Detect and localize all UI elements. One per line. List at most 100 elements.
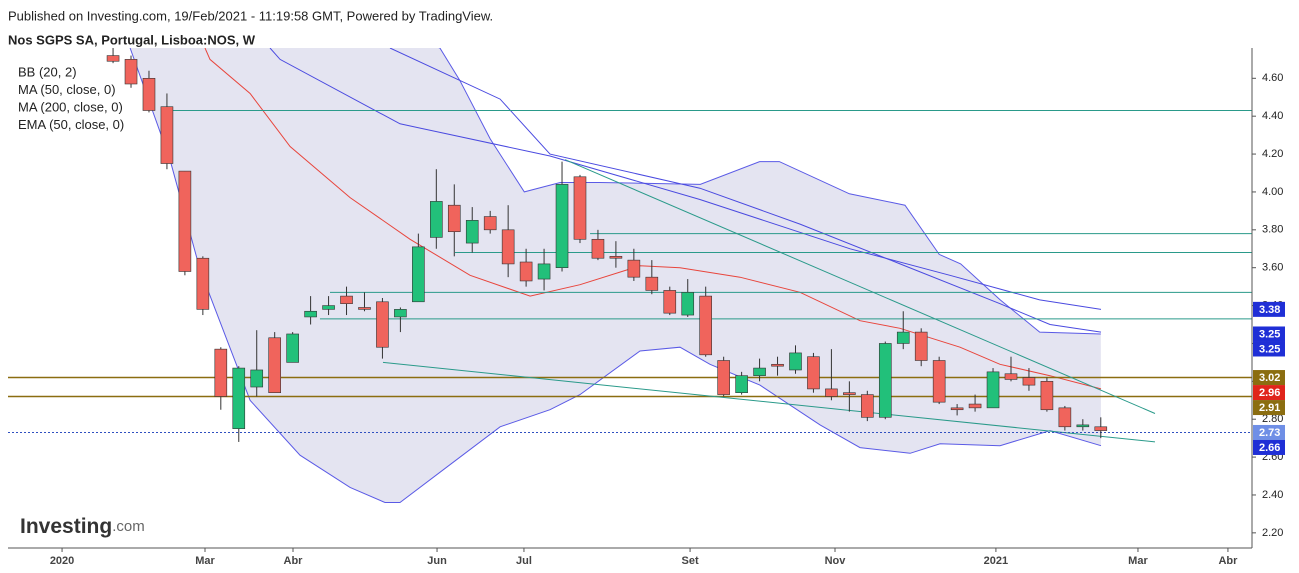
price-label: 3.02 [1259, 372, 1280, 384]
candle-body [681, 292, 695, 316]
bb-upper [438, 48, 1101, 335]
y-tick-label: 2.80 [1262, 413, 1283, 425]
candle-body [663, 290, 677, 314]
trendline [564, 159, 1156, 414]
price-label-box [1253, 400, 1285, 416]
candle-body [106, 55, 120, 62]
x-tick-label: Jul [516, 555, 532, 567]
candle-body [914, 331, 928, 361]
candle-body [214, 348, 228, 397]
candle-body [591, 238, 605, 259]
candle-body [501, 229, 515, 265]
price-label: 2.66 [1259, 442, 1280, 454]
candle-body [753, 367, 766, 376]
candle-body [1004, 373, 1018, 380]
candle-body [968, 403, 982, 409]
candle-body [519, 261, 533, 282]
legend-entry: MA (200, close, 0) [18, 99, 123, 114]
trendline [382, 361, 1156, 443]
price-label-box [1253, 439, 1285, 455]
bb-fill [130, 48, 1101, 503]
y-tick-label: 2.40 [1262, 489, 1283, 501]
candle-body [645, 276, 659, 291]
price-label: 3.38 [1259, 304, 1280, 316]
candle-body [717, 360, 730, 395]
y-tick-label: 3.80 [1262, 224, 1283, 236]
x-tick-label: Abr [284, 555, 304, 567]
price-label-box [1253, 301, 1285, 317]
legend-entry: MA (50, close, 0) [18, 82, 116, 97]
candle-body [394, 309, 407, 318]
candle-body [412, 246, 425, 303]
indicator-line [269, 48, 1102, 310]
price-label-box [1253, 385, 1285, 401]
candle-body [537, 263, 551, 280]
candle-body [950, 407, 964, 411]
candle-body [843, 392, 856, 395]
candle-body [1058, 407, 1072, 428]
candle-body [573, 176, 587, 240]
logo-brand: Investing [20, 515, 112, 538]
y-tick-label: 3.60 [1262, 262, 1283, 274]
candle-body [986, 371, 1000, 409]
candle-body [196, 257, 210, 310]
logo: Investing.com [20, 515, 145, 538]
candle-body [609, 256, 623, 259]
legend-entry: EMA (50, close, 0) [18, 117, 124, 132]
candle-body [1094, 426, 1108, 431]
candle-body [160, 106, 174, 164]
candle-body [555, 184, 569, 268]
price-label: 2.91 [1259, 402, 1280, 414]
candle-body [304, 310, 317, 318]
candle-body [178, 170, 192, 272]
y-tick-label: 4.00 [1262, 186, 1283, 198]
candle-body [627, 259, 641, 278]
candle-body [286, 333, 299, 363]
indicator-line [389, 48, 1102, 333]
candle-body [789, 352, 802, 371]
price-label-box [1253, 341, 1285, 357]
candle-body [483, 216, 497, 231]
candle-body [447, 204, 461, 233]
published-note: Published on Investing.com, 19/Feb/2021 … [8, 8, 493, 23]
candle-body [878, 343, 892, 418]
x-tick-label: Abr [1218, 555, 1238, 567]
candle-body [807, 356, 820, 390]
candle-body [430, 201, 443, 238]
candle-body [1040, 381, 1054, 411]
candle-body [465, 220, 479, 244]
price-label-box [1253, 326, 1285, 342]
price-label: 2.96 [1259, 387, 1280, 399]
candle-body [861, 394, 874, 418]
x-tick-label: 2020 [50, 555, 74, 567]
candle-body [735, 375, 748, 393]
candle-body [142, 78, 156, 111]
x-tick-label: Jun [427, 555, 447, 567]
candle-body [1022, 377, 1036, 386]
candle-body [250, 369, 264, 388]
price-label: 3.25 [1259, 343, 1280, 355]
price-label-box [1253, 424, 1285, 440]
x-tick-label: Nov [825, 555, 847, 567]
candle-body [825, 388, 838, 397]
y-tick-label: 4.40 [1262, 110, 1283, 122]
candle-body [896, 331, 910, 344]
logo-suffix: .com [112, 518, 145, 535]
candle-body [322, 305, 335, 310]
candle-body [771, 363, 784, 367]
candle-body [232, 367, 246, 429]
candle-body [376, 301, 389, 348]
candle-body [340, 295, 353, 304]
x-tick-label: Mar [195, 555, 215, 567]
price-label: 3.25 [1259, 328, 1280, 340]
price-label-box [1253, 370, 1285, 386]
candle-body [358, 307, 371, 310]
candle-body [932, 360, 946, 403]
bb-lower [129, 48, 1102, 503]
candle-body [699, 295, 712, 356]
x-tick-label: Mar [1128, 555, 1148, 567]
price-label: 2.73 [1259, 427, 1280, 439]
y-tick-label: 4.20 [1262, 148, 1283, 160]
